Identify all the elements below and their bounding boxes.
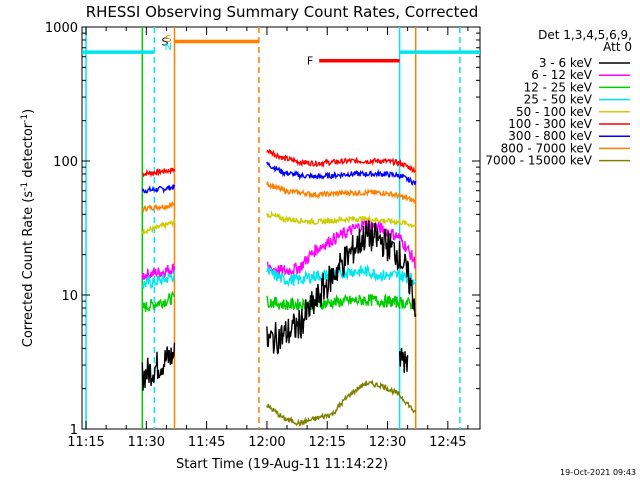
series-line-7000-15000keV bbox=[266, 379, 417, 427]
legend-label: 100 - 300 keV bbox=[508, 117, 592, 131]
series-group bbox=[141, 148, 417, 427]
series-line-25-50keV bbox=[266, 263, 417, 288]
y-tick-label: 100 bbox=[53, 155, 78, 170]
legend-header-detectors: Det 1,3,4,5,6,9, bbox=[538, 28, 632, 42]
state-marker-S: S bbox=[165, 34, 171, 45]
series-line-25-50keV bbox=[141, 270, 176, 290]
legend-header-attenuator: Att 0 bbox=[603, 40, 632, 54]
series-line-3-6keV bbox=[266, 220, 417, 355]
x-tick-label: 11:30 bbox=[128, 435, 165, 450]
series-line-800-7000keV bbox=[141, 201, 176, 214]
y-tick-label: 1 bbox=[70, 423, 78, 438]
x-axis-label: Start Time (19-Aug-11 11:14:22) bbox=[176, 457, 388, 472]
legend-label: 6 - 12 keV bbox=[531, 68, 593, 82]
x-tick-label: 11:45 bbox=[188, 435, 225, 450]
series-line-3-6keV bbox=[398, 347, 409, 373]
x-tick-label: 12:30 bbox=[369, 435, 406, 450]
legend-label: 300 - 800 keV bbox=[508, 129, 592, 143]
legend-label: 25 - 50 keV bbox=[524, 93, 593, 107]
x-tick-label: 12:45 bbox=[429, 435, 466, 450]
y-axis-label: Corrected Count Rate (s-1 detector-1) bbox=[20, 109, 36, 347]
y-axis: 1 10 100 1000 bbox=[45, 21, 480, 438]
y-axis-label-sup2: -1 bbox=[20, 114, 30, 123]
legend-label: 7000 - 15000 keV bbox=[485, 154, 592, 168]
legend-label: 800 - 7000 keV bbox=[501, 141, 593, 155]
x-tick-label: 11:15 bbox=[67, 435, 104, 450]
x-tick-label: 12:15 bbox=[308, 435, 345, 450]
series-line-100-300keV bbox=[141, 167, 176, 178]
series-line-300-800keV bbox=[266, 161, 417, 186]
event-vlines bbox=[85, 27, 461, 429]
series-line-12-25keV bbox=[266, 293, 417, 314]
y-axis-label-sup1: -1 bbox=[20, 182, 30, 191]
series-line-300-800keV bbox=[141, 184, 176, 194]
x-axis: 11:15 11:30 11:45 12:00 12:15 12:30 12:45 bbox=[67, 27, 469, 450]
y-tick-label: 1000 bbox=[45, 21, 78, 36]
series-line-800-7000keV bbox=[266, 181, 417, 204]
plot-frame bbox=[81, 26, 481, 430]
x-tick-label: 12:00 bbox=[248, 435, 285, 450]
state-bar-label: S bbox=[161, 35, 168, 48]
legend-label: 50 - 100 keV bbox=[516, 105, 593, 119]
series-line-100-300keV bbox=[266, 148, 416, 174]
series-line-6-12keV bbox=[141, 263, 176, 281]
series-line-50-100keV bbox=[141, 219, 176, 236]
legend-label: 12 - 25 keV bbox=[524, 80, 593, 94]
series-line-6-12keV bbox=[266, 218, 417, 277]
state-bar-label: F bbox=[307, 55, 313, 68]
legend-label: 3 - 6 keV bbox=[539, 56, 593, 70]
series-line-12-25keV bbox=[141, 290, 176, 313]
series-line-50-100keV bbox=[266, 210, 417, 229]
series-line-3-6keV bbox=[141, 342, 176, 391]
chart-title: RHESSI Observing Summary Count Rates, Co… bbox=[86, 3, 479, 21]
y-axis-label-main: Corrected Count Rate (s bbox=[21, 191, 36, 348]
state-marker-N: N bbox=[165, 42, 172, 53]
y-axis-label-mid: detector bbox=[21, 122, 36, 182]
y-axis-label-end: ) bbox=[21, 109, 36, 114]
y-tick-label: 10 bbox=[61, 289, 78, 304]
footer-timestamp: 19-Oct-2021 09:43 bbox=[560, 468, 636, 477]
